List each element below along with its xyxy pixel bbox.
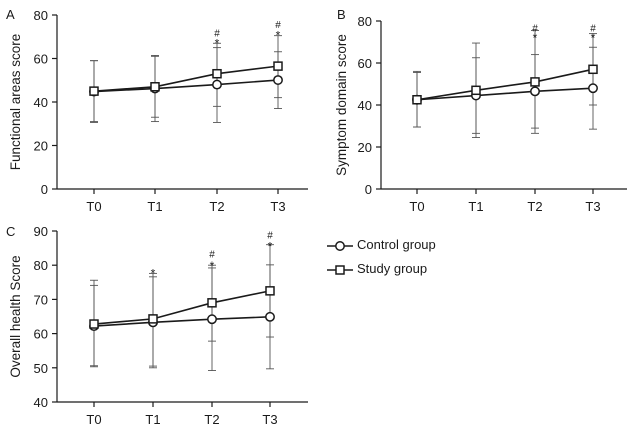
data-point-control xyxy=(273,75,283,85)
significance-star: * xyxy=(268,239,273,253)
panel-label: A xyxy=(6,7,15,22)
y-tick-label: 20 xyxy=(34,139,48,154)
significance-hash: # xyxy=(532,23,538,34)
significance-star: * xyxy=(151,267,156,281)
series-line-study xyxy=(93,290,271,325)
y-tick-label: 80 xyxy=(358,14,372,29)
series-line-control xyxy=(416,87,594,101)
data-point-control xyxy=(212,79,222,90)
y-axis-title: Functional areas score xyxy=(8,34,23,171)
x-tick-label: T2 xyxy=(204,412,219,427)
significance-star: * xyxy=(533,31,538,45)
data-point-study xyxy=(89,319,99,329)
y-tick-label: 40 xyxy=(358,98,372,113)
y-tick-label: 50 xyxy=(34,361,48,376)
y-tick-label: 0 xyxy=(41,182,48,197)
significance-star: * xyxy=(210,259,215,273)
data-point-control xyxy=(207,314,217,325)
y-tick-label: 80 xyxy=(34,8,48,23)
x-tick-label: T3 xyxy=(270,199,285,214)
legend-item-control: Control group xyxy=(326,236,486,256)
y-tick-label: 60 xyxy=(358,56,372,71)
data-point-study xyxy=(207,298,217,308)
data-point-study xyxy=(530,77,540,87)
data-point-study xyxy=(273,61,283,71)
series-line-control xyxy=(93,316,271,327)
data-point-study xyxy=(212,68,222,79)
series-line-control xyxy=(93,79,279,93)
y-tick-label: 40 xyxy=(34,395,48,410)
significance-star: * xyxy=(215,37,220,51)
x-tick-label: T0 xyxy=(409,199,424,214)
x-tick-label: T3 xyxy=(585,199,600,214)
y-tick-label: 20 xyxy=(358,140,372,155)
significance-hash: # xyxy=(590,23,596,34)
legend-marker-circle xyxy=(327,241,353,251)
panel-a: A 0 20 40 60 80 T0 T1 T2 T3 Functional areas score… xyxy=(6,7,308,214)
x-tick-label: T0 xyxy=(86,199,101,214)
legend-label-study: Study group xyxy=(357,261,428,276)
data-point-study xyxy=(148,314,158,324)
panel-c: C 40 50 60 70 80 90 T0 T1 T2 T3 Overall health Scor… xyxy=(6,224,308,427)
x-tick-label: T1 xyxy=(145,412,160,427)
data-point-study xyxy=(471,85,481,96)
legend: Control group Study group xyxy=(326,236,486,286)
significance-star: * xyxy=(276,28,281,42)
data-point-study xyxy=(150,82,160,92)
legend-marker-square xyxy=(327,265,353,275)
y-tick-label: 60 xyxy=(34,52,48,67)
significance-hash: # xyxy=(209,250,215,261)
panel-label: C xyxy=(6,224,15,239)
data-point-study xyxy=(588,64,598,75)
significance-hash: # xyxy=(267,230,273,241)
data-point-study xyxy=(265,286,275,296)
y-tick-label: 40 xyxy=(34,95,48,110)
y-tick-label: 60 xyxy=(34,327,48,342)
y-axis-title: Overall health Score xyxy=(8,255,23,377)
x-tick-label: T3 xyxy=(262,412,277,427)
y-tick-label: 80 xyxy=(34,258,48,273)
series-line-study xyxy=(416,68,594,101)
legend-item-study: Study group xyxy=(326,260,486,280)
x-tick-label: T0 xyxy=(86,412,101,427)
y-tick-label: 70 xyxy=(34,292,48,307)
data-point-control xyxy=(530,86,540,97)
y-axis-title: Symptom domain score xyxy=(334,34,349,176)
legend-label-control: Control group xyxy=(357,237,436,252)
data-point-study xyxy=(412,95,422,105)
data-point-control xyxy=(265,311,275,322)
data-point-study xyxy=(89,86,99,96)
y-tick-label: 0 xyxy=(365,182,372,197)
x-tick-label: T1 xyxy=(147,199,162,214)
data-point-control xyxy=(588,83,598,94)
significance-hash: # xyxy=(275,20,281,31)
series-line-study xyxy=(93,65,279,92)
significance-star: * xyxy=(591,31,596,45)
x-tick-label: T1 xyxy=(468,199,483,214)
y-tick-label: 90 xyxy=(34,224,48,239)
x-tick-label: T2 xyxy=(527,199,542,214)
x-tick-label: T2 xyxy=(209,199,224,214)
panel-label: B xyxy=(337,7,346,22)
significance-hash: # xyxy=(214,28,220,39)
